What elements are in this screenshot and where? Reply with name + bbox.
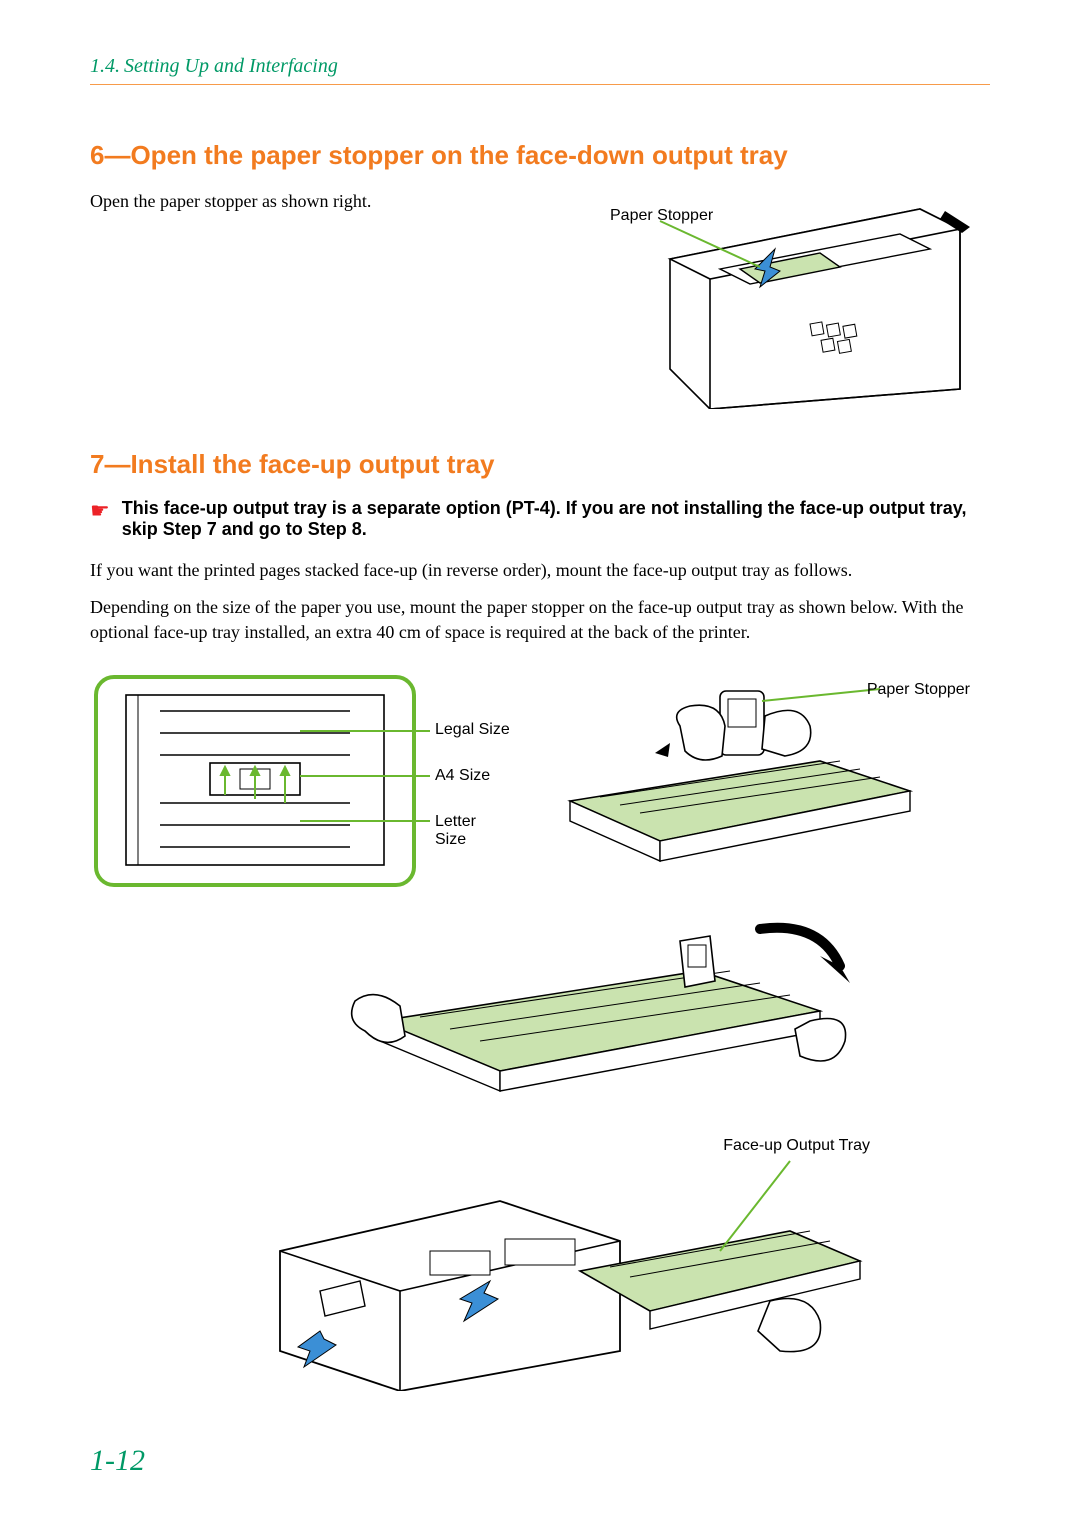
label-faceup-tray: Face-up Output Tray <box>723 1137 870 1155</box>
label-a4-size: A4 Size <box>435 767 490 785</box>
step6-heading: 6—Open the paper stopper on the face-dow… <box>90 140 990 171</box>
insert-stopper-figure: Paper Stopper <box>550 671 970 891</box>
label-paper-stopper-1: Paper Stopper <box>610 207 713 225</box>
step7-para1: If you want the printed pages stacked fa… <box>90 558 990 583</box>
step7-heading: 7—Install the face-up output tray <box>90 449 990 480</box>
attach-tray-figure: Face-up Output Tray <box>250 1131 890 1391</box>
label-legal-size: Legal Size <box>435 721 510 739</box>
step6-figure: Paper Stopper <box>610 189 990 409</box>
step6-content: Open the paper stopper as shown right. P… <box>90 189 990 409</box>
page-header: 1.4. Setting Up and Interfacing <box>90 55 990 85</box>
rotate-tray-figure <box>320 911 880 1111</box>
header-section-number: 1.4. <box>90 55 120 77</box>
step7-figure-row1: Legal Size A4 Size Letter Size Paper Sto… <box>90 671 990 891</box>
step6-instruction: Open the paper stopper as shown right. <box>90 189 570 214</box>
label-letter-size: Letter Size <box>435 813 510 849</box>
step7-para2: Depending on the size of the paper you u… <box>90 595 990 645</box>
step7-note-text: This face-up output tray is a separate o… <box>122 498 990 540</box>
step7-note: ☛ This face-up output tray is a separate… <box>90 498 990 540</box>
header-section-title: Setting Up and Interfacing <box>124 55 338 77</box>
label-paper-stopper-2: Paper Stopper <box>867 681 970 699</box>
tray-size-diagram: Legal Size A4 Size Letter Size <box>90 671 510 891</box>
note-pointer-icon: ☛ <box>90 500 110 522</box>
page-number: 1-12 <box>90 1444 145 1478</box>
